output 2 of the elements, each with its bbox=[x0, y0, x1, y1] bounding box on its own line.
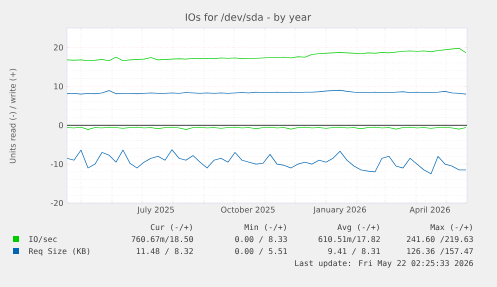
chart-title: IOs for /dev/sda - by year bbox=[186, 13, 312, 23]
line-series bbox=[67, 149, 466, 174]
